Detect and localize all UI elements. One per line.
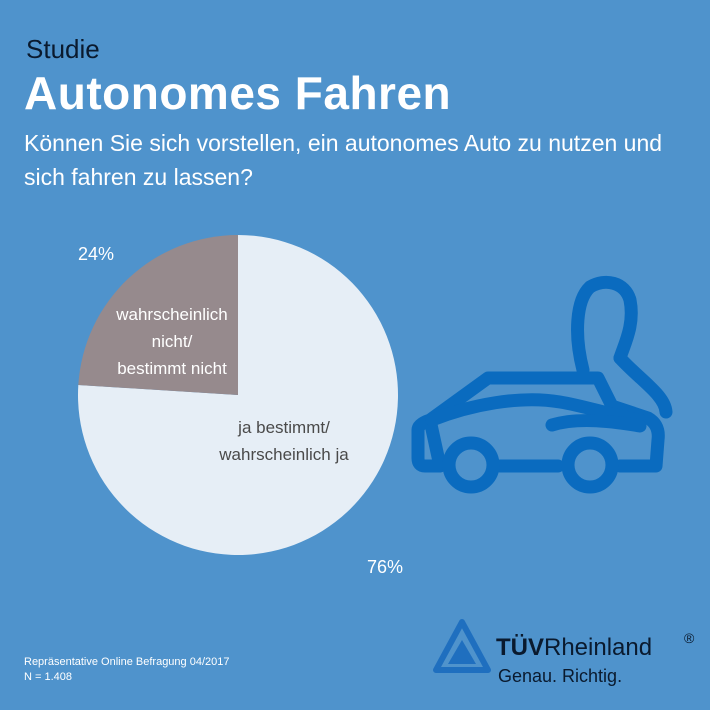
sample-size: N = 1.408 [24, 671, 73, 683]
brand-name-bold: TÜV [496, 634, 544, 661]
pie-slice-1 [78, 235, 238, 395]
registered-mark: ® [684, 630, 695, 646]
footnote: Repräsentative Online Befragung 04/2017 … [24, 655, 229, 685]
brand-name: TÜVRheinland [496, 634, 652, 662]
pie-slice-label-0: ja bestimmt/wahrscheinlich ja [218, 418, 349, 464]
pie-value-label-0: 76% [367, 557, 403, 577]
tuv-triangle-logo-icon [433, 619, 491, 673]
pie-slice-label-1: wahrscheinlich nicht/bestimmt nicht [115, 305, 228, 378]
brand-tagline: Genau. Richtig. [498, 666, 623, 686]
car-with-driver-icon [411, 275, 673, 494]
pie-slice-0 [78, 235, 399, 555]
page-title: Autonomes Fahren [24, 67, 452, 119]
pie-value-label-1: 24% [78, 244, 114, 264]
survey-question: Können Sie sich vorstellen, ein autonome… [24, 130, 663, 190]
source-note: Repräsentative Online Befragung 04/2017 [24, 656, 230, 668]
kicker: Studie [26, 34, 100, 64]
brand-name-rest: Rheinland [544, 634, 653, 661]
